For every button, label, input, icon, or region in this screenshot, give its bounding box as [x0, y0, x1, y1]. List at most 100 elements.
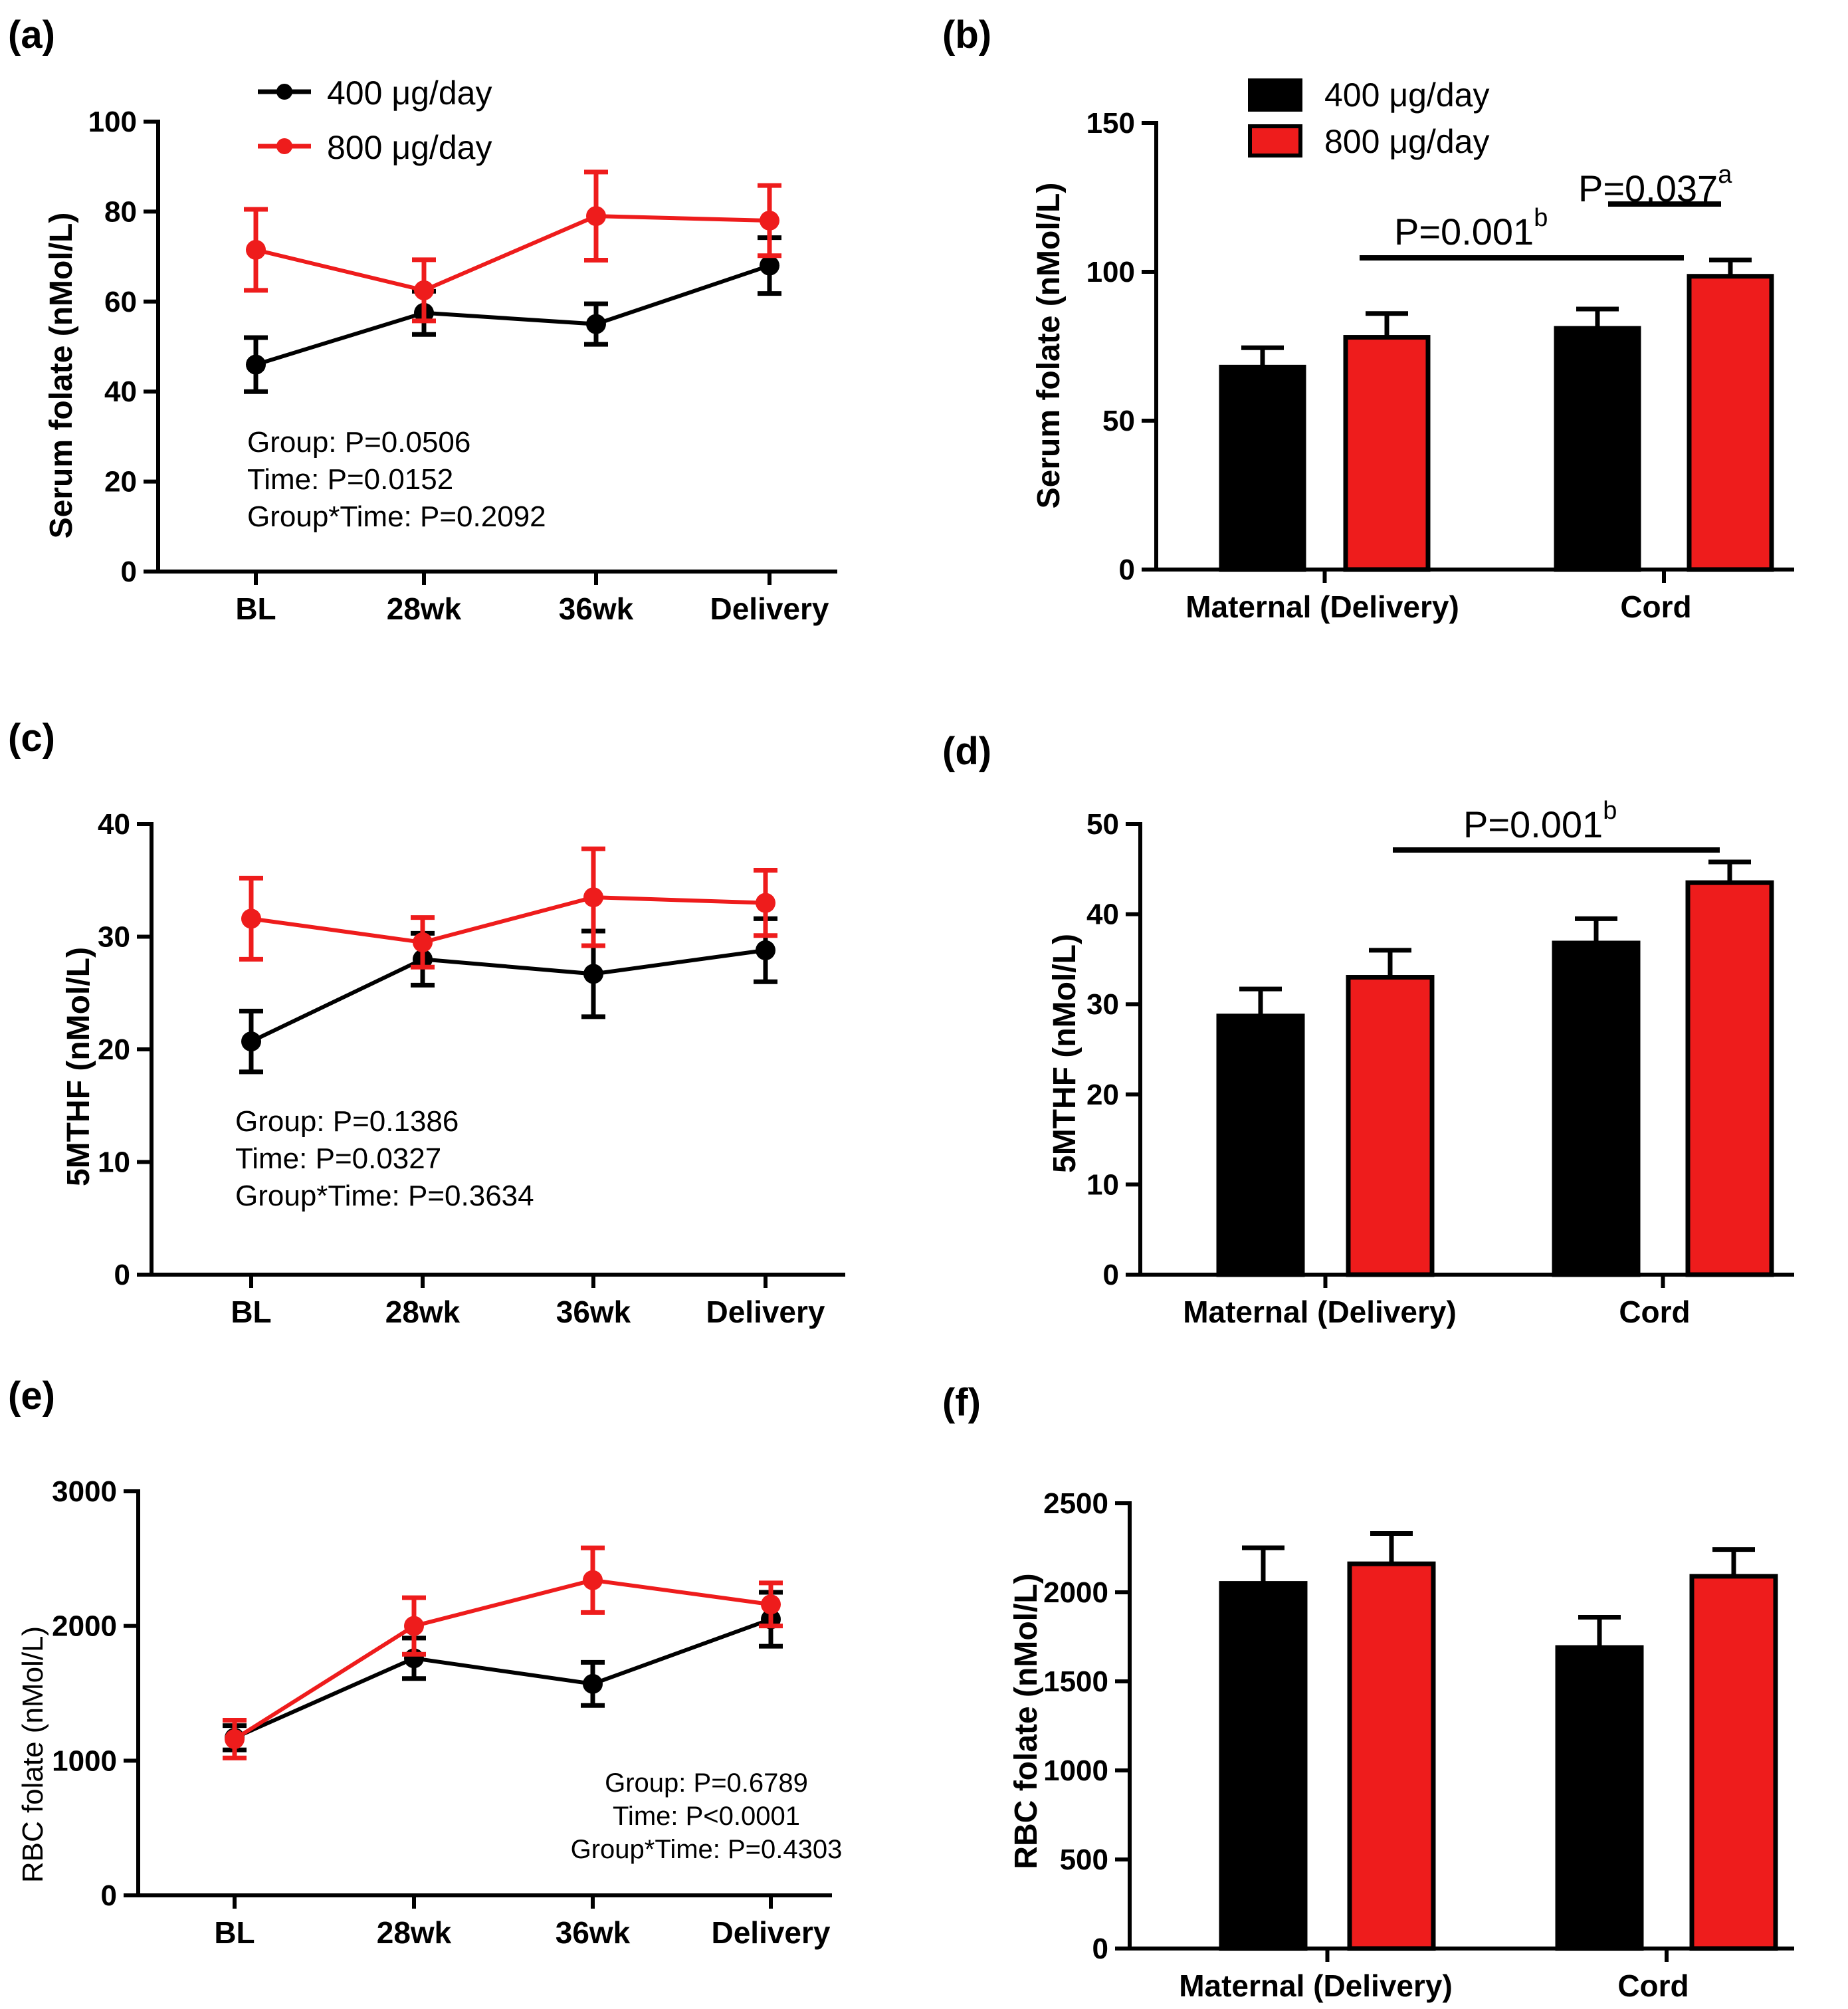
y-axis-label: Serum folate (nMol/L) — [1031, 183, 1067, 509]
y-tick-label: 2000 — [52, 1610, 117, 1643]
series-line — [251, 895, 766, 945]
legend-marker-400 — [276, 84, 292, 100]
data-point — [241, 1031, 261, 1052]
data-point — [756, 893, 775, 913]
data-point — [413, 932, 433, 952]
data-point — [246, 354, 266, 375]
x-tick-label: Maternal (Delivery) — [1185, 589, 1459, 624]
y-tick-label: 40 — [1086, 899, 1119, 931]
legend-label-400: 400 μg/day — [327, 74, 492, 112]
legend-label-400: 400 μg/day — [1324, 76, 1489, 114]
y-tick-label: 1000 — [52, 1745, 117, 1777]
data-point — [225, 1729, 245, 1749]
y-tick-label: 30 — [1086, 988, 1119, 1021]
panel-c-line-chart: (c) 5MTHF (nMol/L) Group: P=0.1386 Time:… — [8, 716, 845, 1329]
y-tick-label: 2000 — [1043, 1576, 1108, 1609]
x-tick-label: Cord — [1617, 1968, 1689, 2003]
y-tick-label: 0 — [101, 1879, 117, 1912]
panel-label-b: (b) — [942, 13, 991, 56]
bar — [1347, 1561, 1436, 1951]
x-tick-label: 36wk — [559, 591, 634, 626]
y-tick-label: 2500 — [1043, 1487, 1108, 1520]
panel-b-bar-chart: (b) 400 μg/day 800 μg/day Serum folate (… — [942, 13, 1794, 624]
panel-e-line-chart: (e) RBC folate (nMol/L) Group: P=0.6789 … — [8, 1374, 842, 1950]
x-tick-label: BL — [235, 591, 276, 626]
panel-label-f: (f) — [942, 1381, 981, 1424]
legend-swatch-800 — [1248, 124, 1302, 158]
panel-d-bar-chart: (d) 5MTHF (nMol/L) P=0.001b 0 10 20 30 40 50 M… — [942, 730, 1794, 1329]
y-tick-label: 50 — [1086, 808, 1119, 841]
y-tick-label: 20 — [1086, 1079, 1119, 1111]
data-point — [583, 964, 603, 984]
legend-label-800: 800 μg/day — [1324, 123, 1489, 160]
y-tick-label: 60 — [104, 286, 137, 318]
legend: 400 μg/day 800 μg/day — [258, 74, 492, 166]
x-tick-label: Cord — [1620, 589, 1691, 624]
bar — [1216, 1013, 1305, 1277]
panel-label-a: (a) — [8, 13, 55, 56]
stats-line: Group: P=0.6789 — [605, 1768, 808, 1798]
x-tick-label: BL — [214, 1915, 255, 1950]
bar — [1219, 1581, 1308, 1951]
bar — [1685, 880, 1774, 1277]
x-tick-label: Maternal (Delivery) — [1179, 1968, 1453, 2003]
y-tick-label: 20 — [104, 466, 137, 498]
y-axis-label: RBC folate (nMol/L) — [1009, 1573, 1044, 1869]
data-point — [583, 887, 603, 908]
y-tick-label: 30 — [98, 921, 130, 954]
x-tick-label: BL — [231, 1295, 271, 1329]
annotation-superscript: a — [1718, 161, 1732, 189]
bar — [1689, 1574, 1778, 1951]
data-point — [760, 255, 779, 276]
y-tick-label: 3000 — [52, 1475, 117, 1508]
x-tick-label: 36wk — [556, 1915, 631, 1950]
y-tick-label: 0 — [1092, 1933, 1108, 1965]
y-tick-label: 100 — [1086, 256, 1135, 288]
y-tick-label: 150 — [1086, 107, 1135, 140]
y-tick-label: 80 — [104, 195, 137, 228]
y-tick-label: 50 — [1102, 405, 1135, 437]
stats-text: Group: P=0.1386 Time: P=0.0327 Group*Tim… — [235, 1105, 534, 1212]
stats-line: Time: P=0.0327 — [235, 1142, 441, 1175]
data-point — [586, 314, 606, 334]
y-axis-label: Serum folate (nMol/L) — [44, 213, 79, 539]
stats-line: Group: P=0.0506 — [247, 426, 470, 459]
bar — [1343, 335, 1431, 572]
stats-text: Group: P=0.0506 Time: P=0.0152 Group*Tim… — [247, 426, 546, 533]
data-point — [404, 1616, 424, 1636]
panel-label-c: (c) — [8, 716, 55, 760]
y-tick-label: 40 — [104, 375, 137, 408]
panel-label-d: (d) — [942, 730, 991, 773]
annotation-text: P=0.001 — [1394, 211, 1534, 253]
annotation-pvalue: P=0.037a — [1578, 161, 1732, 209]
data-point — [583, 1570, 603, 1590]
x-tick-label: Delivery — [711, 1915, 830, 1950]
bar — [1687, 274, 1774, 572]
significance-annotations: P=0.001b P=0.037a — [1360, 161, 1732, 261]
annotation-superscript: b — [1534, 204, 1548, 232]
x-tick-label: 28wk — [387, 591, 462, 626]
bar — [1346, 975, 1435, 1277]
x-tick-label: 36wk — [556, 1295, 631, 1329]
x-tick-label: Maternal (Delivery) — [1183, 1295, 1457, 1329]
stats-line: Time: P=0.0152 — [247, 463, 453, 496]
y-tick-label: 0 — [114, 1259, 130, 1291]
x-tick-label: 28wk — [385, 1295, 461, 1329]
y-tick-label: 40 — [98, 808, 130, 841]
annotation-text: P=0.001 — [1463, 803, 1603, 845]
series-line — [233, 1578, 771, 1741]
series-line — [233, 1617, 772, 1740]
stats-line: Group: P=0.1386 — [235, 1105, 459, 1138]
panel-label-e: (e) — [8, 1374, 55, 1418]
bar — [1219, 364, 1306, 572]
x-tick-label: Delivery — [706, 1295, 825, 1329]
annotation-pvalue: P=0.001b — [1463, 797, 1617, 845]
y-axis-label: RBC folate (nMol/L) — [17, 1626, 49, 1883]
y-tick-label: 0 — [121, 556, 137, 588]
x-tick-label: Cord — [1619, 1295, 1690, 1329]
legend-label-800: 800 μg/day — [327, 129, 492, 166]
bar — [1552, 940, 1641, 1277]
stats-line: Group*Time: P=0.4303 — [571, 1835, 843, 1864]
stats-line: Time: P<0.0001 — [613, 1802, 800, 1831]
